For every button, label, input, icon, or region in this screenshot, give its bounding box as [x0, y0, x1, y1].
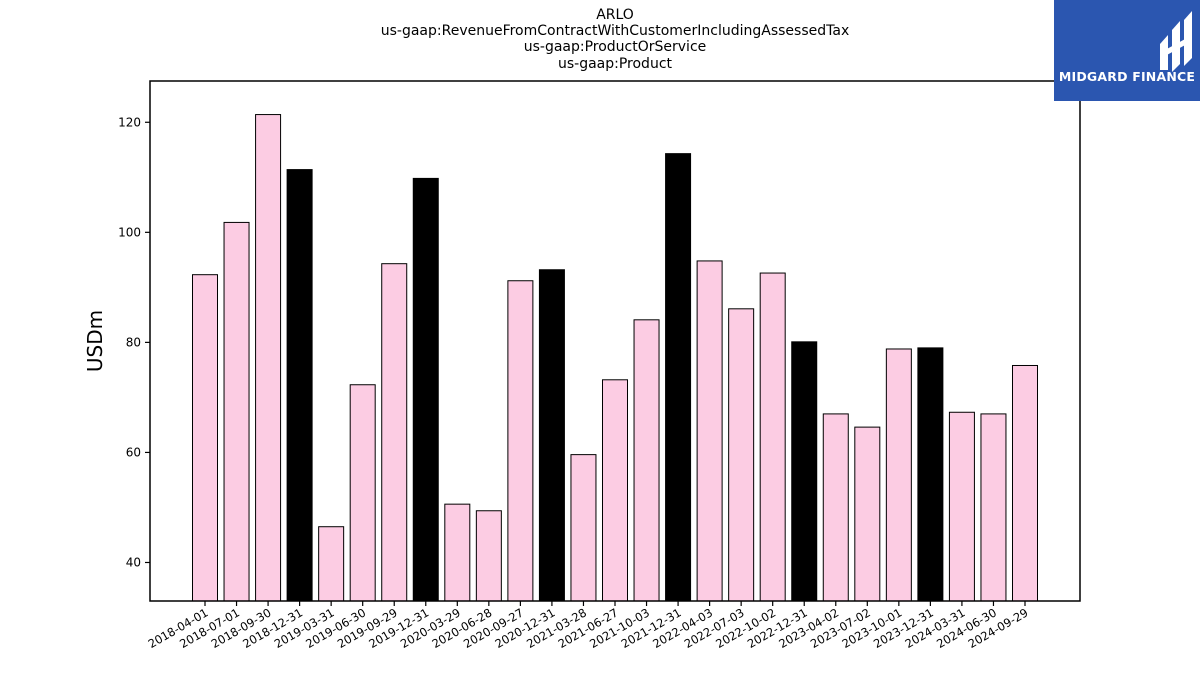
bar [917, 347, 944, 602]
bar [570, 454, 597, 602]
bar [728, 308, 755, 602]
bar [665, 153, 692, 602]
y-tick-label: 120 [118, 115, 141, 129]
bar [1012, 364, 1038, 602]
bar [602, 379, 628, 602]
title-line-2: us-gaap:RevenueFromContractWithCustomerI… [380, 23, 850, 39]
y-tick-label: 100 [118, 225, 141, 239]
y-axis-label: USDm [83, 310, 107, 372]
bar [255, 114, 282, 602]
logo-text: MIDGARD FINANCE [1058, 69, 1196, 84]
bar [475, 510, 502, 602]
bar [538, 269, 565, 602]
y-tick-label: 40 [126, 555, 141, 569]
bar [980, 413, 1007, 602]
bar [759, 272, 786, 602]
bar [822, 413, 849, 602]
bar [286, 169, 313, 602]
bar [507, 280, 534, 602]
bar [948, 411, 975, 602]
bar [854, 426, 881, 602]
bar [444, 503, 471, 602]
bar [381, 263, 408, 602]
title-line-1: ARLO [596, 7, 634, 23]
bar [192, 274, 218, 602]
title-line-3: us-gaap:ProductOrService [523, 39, 707, 55]
bar [633, 319, 660, 602]
bar [412, 177, 439, 602]
bar [349, 384, 376, 602]
bar [791, 341, 818, 602]
title-line-4: us-gaap:Product [557, 56, 673, 72]
logo-mark-icon [1160, 11, 1192, 72]
y-tick-label: 80 [126, 335, 141, 349]
bar [696, 260, 723, 602]
bar [318, 526, 345, 602]
y-tick-label: 60 [126, 445, 141, 459]
bar [223, 221, 250, 602]
brand-logo: MIDGARD FINANCE [1054, 0, 1200, 101]
bar [885, 348, 912, 602]
